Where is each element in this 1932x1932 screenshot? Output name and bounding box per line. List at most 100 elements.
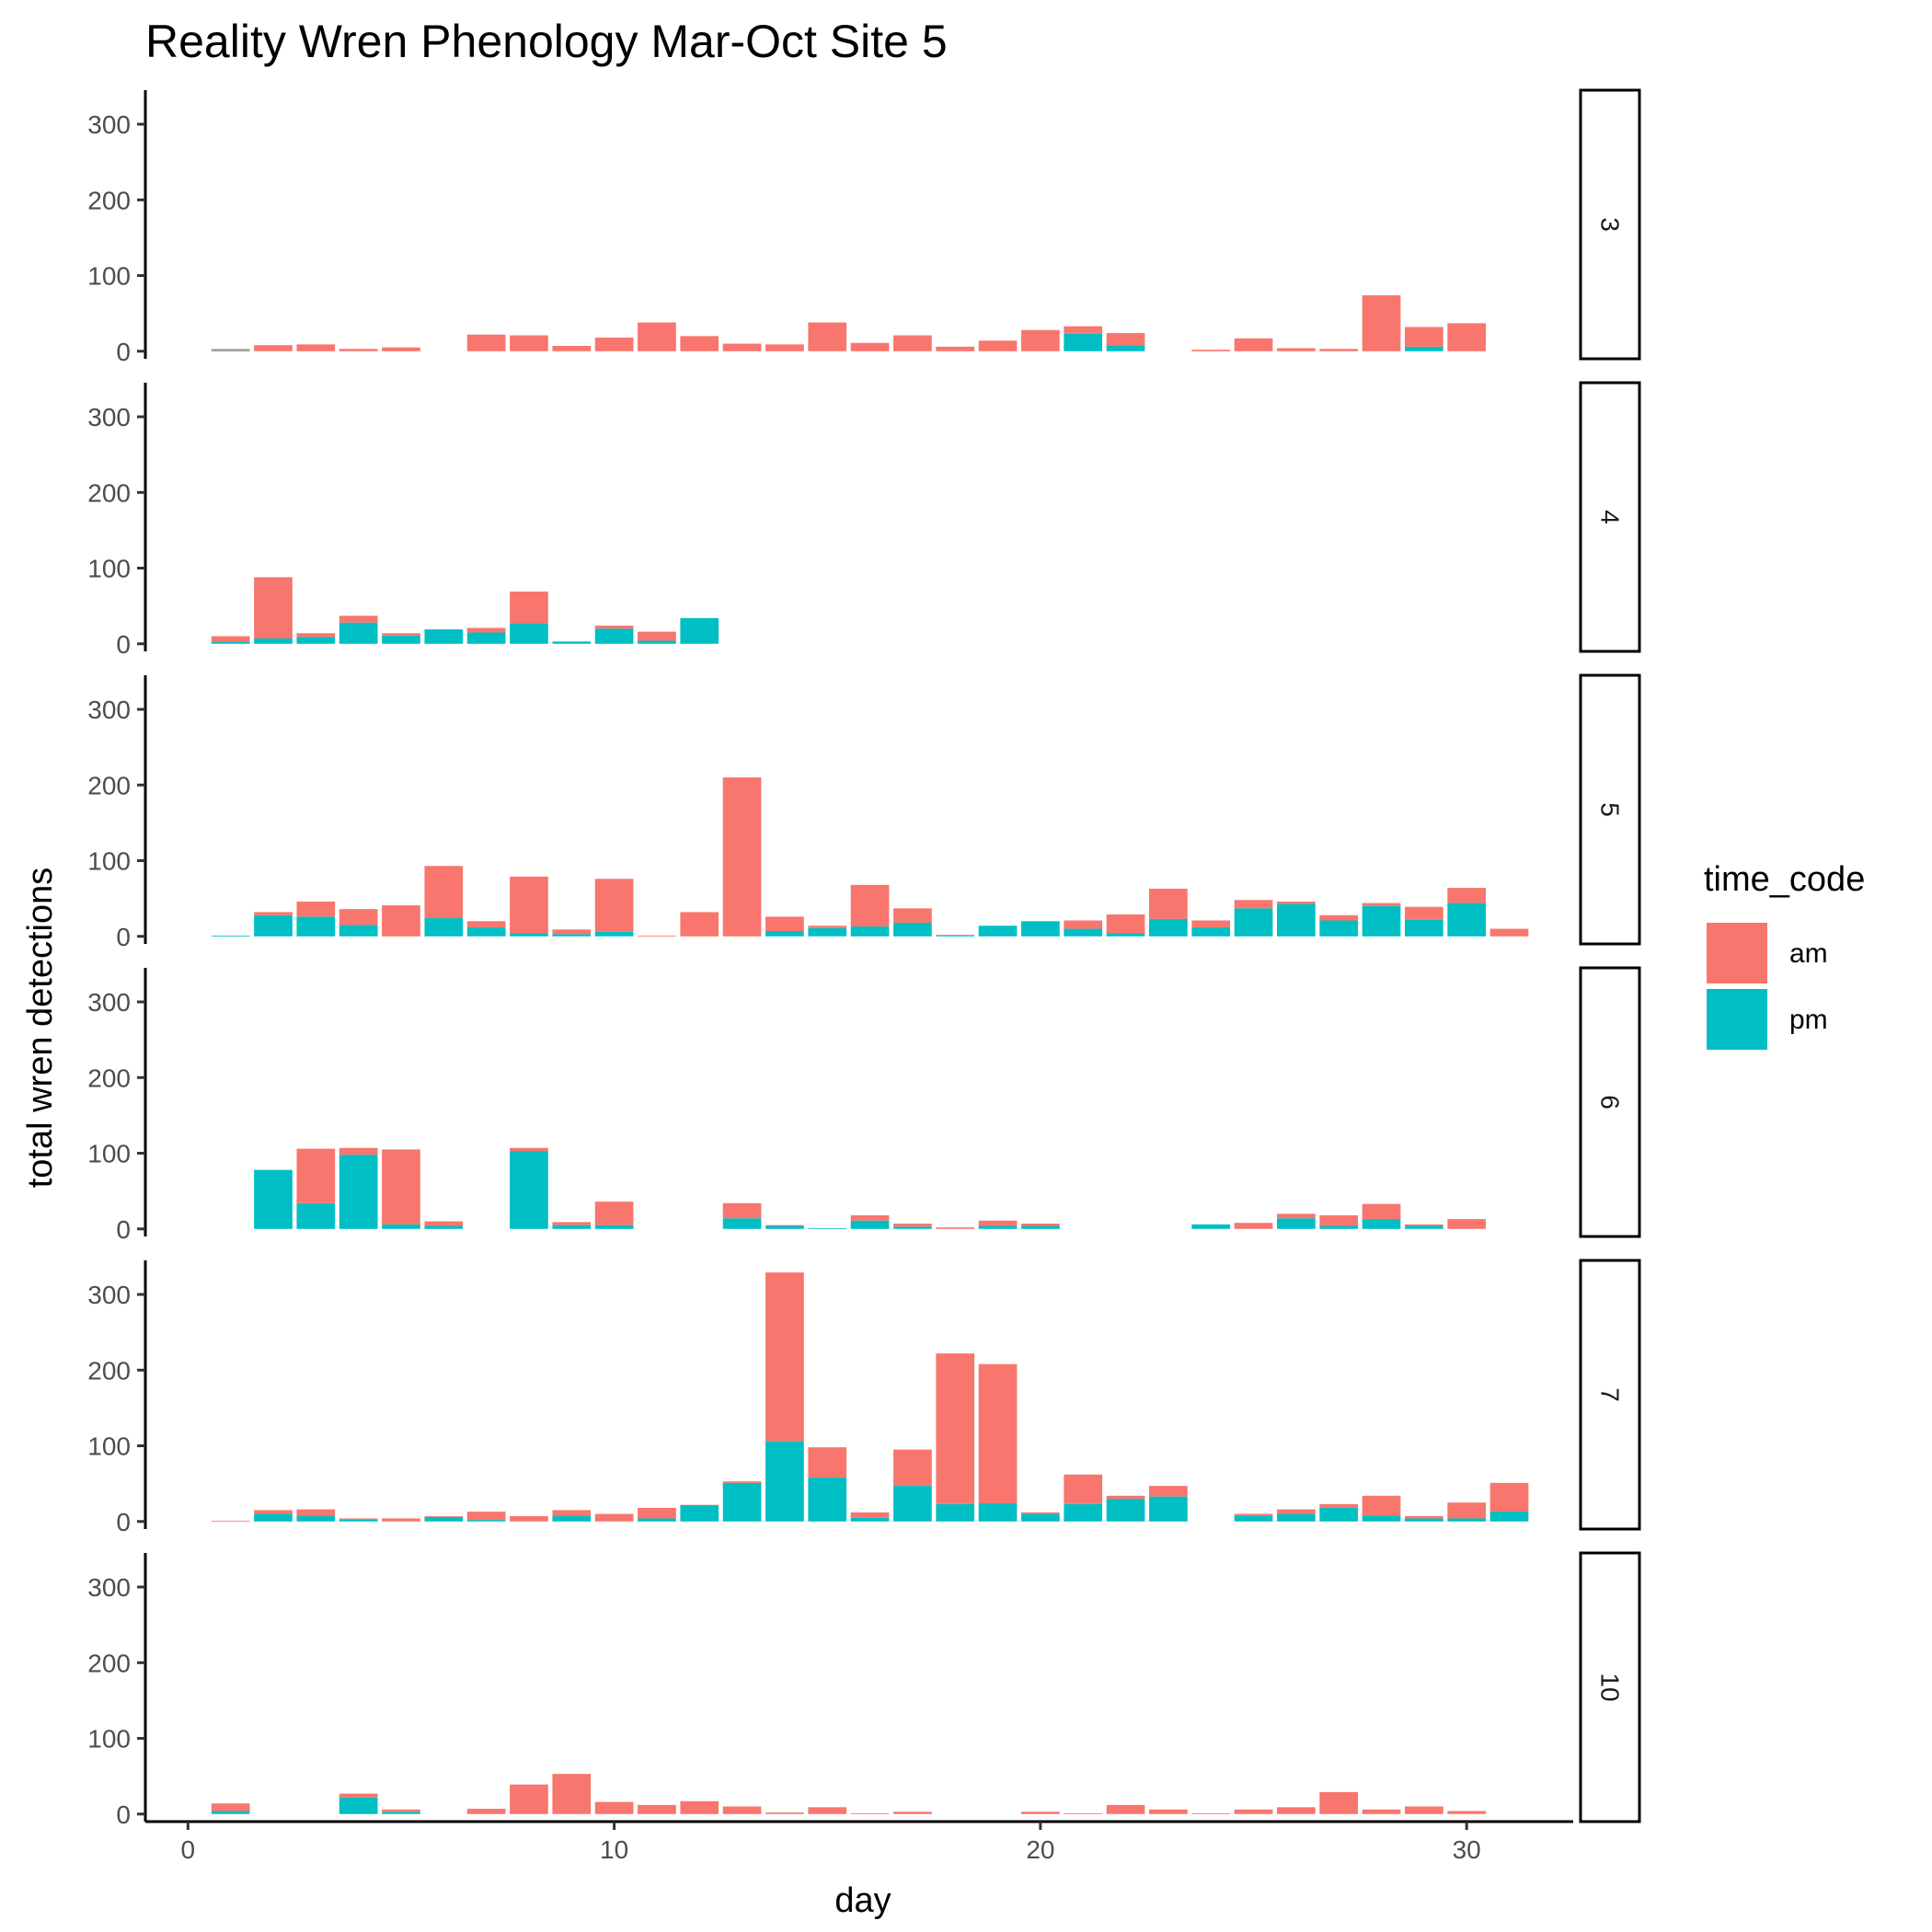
- bar-pm: [893, 1226, 932, 1229]
- bar-am: [638, 631, 676, 641]
- bar-pm: [850, 1220, 890, 1229]
- bar-am: [1319, 1214, 1359, 1226]
- bar-day-3: [296, 633, 336, 644]
- bar-am: [510, 1516, 548, 1522]
- legend-title: time_code: [1704, 860, 1865, 899]
- bar-day-13: [722, 343, 762, 351]
- y-tick-label: 200: [87, 186, 131, 214]
- y-tick-label: 300: [87, 403, 131, 431]
- bar-am: [1489, 928, 1529, 937]
- bar-am: [211, 1520, 250, 1522]
- bar-day-19: [978, 1220, 1018, 1229]
- bar-am: [638, 935, 676, 937]
- bar-day-19: [978, 1363, 1018, 1522]
- bar-pm: [1447, 903, 1487, 937]
- bar-am: [424, 1221, 464, 1226]
- bar-am: [1277, 348, 1316, 351]
- bar-pm: [978, 1503, 1018, 1522]
- bar-am: [1447, 1219, 1487, 1229]
- bar-am: [1064, 920, 1103, 929]
- bar-pm: [424, 629, 464, 644]
- bar-pm: [765, 1225, 804, 1229]
- bar-day-11: [638, 935, 676, 937]
- facet-strip-label: 4: [1596, 510, 1625, 524]
- bar-day-27: [1319, 1791, 1359, 1814]
- bar-day-26: [1277, 1807, 1316, 1814]
- bar-pm: [382, 635, 420, 644]
- bar-day-3: [296, 1509, 336, 1522]
- bar-day-5: [382, 1809, 420, 1814]
- bar-day-10: [594, 1801, 634, 1814]
- bar-am: [594, 1513, 634, 1522]
- facet-strip: [1579, 1259, 1641, 1531]
- bar-am: [594, 626, 634, 629]
- legend-item-am: am: [1707, 923, 1828, 983]
- bar-day-3: [296, 901, 336, 937]
- y-tick-label: 200: [87, 478, 131, 507]
- bar-day-13: [722, 1806, 762, 1814]
- bar-day-25: [1234, 900, 1273, 937]
- legend-item-pm: pm: [1707, 989, 1828, 1050]
- bar-am: [638, 1804, 676, 1814]
- bar-pm: [1319, 1507, 1359, 1522]
- bar-am: [808, 1447, 847, 1478]
- bar-pm: [382, 1224, 420, 1229]
- bar-am: [1149, 1809, 1188, 1814]
- bar-day-18: [936, 1353, 975, 1522]
- bar-day-2: [254, 1169, 293, 1229]
- chart-title: Reality Wren Phenology Mar-Oct Site 5: [145, 16, 948, 67]
- bar-day-7: [466, 1512, 506, 1522]
- bar-day-5: [382, 347, 420, 351]
- bar-am: [1447, 888, 1487, 903]
- y-axis-title: total wren detections: [21, 868, 60, 1189]
- bar-am: [1405, 1806, 1443, 1814]
- bar-day-15: [808, 1227, 847, 1229]
- bar-pm: [1191, 1224, 1231, 1229]
- bar-day-5: [382, 1518, 420, 1522]
- bar-day-25: [1234, 1223, 1273, 1229]
- bar-pm: [296, 1516, 336, 1522]
- bar-am: [1191, 350, 1231, 351]
- bar-am: [1234, 338, 1273, 351]
- bar-am: [1277, 901, 1316, 904]
- bar-pm: [296, 916, 336, 937]
- bar-am: [296, 633, 336, 638]
- bar-pm: [1021, 921, 1060, 937]
- bar-pm: [211, 1811, 250, 1814]
- bar-am: [466, 1512, 506, 1521]
- y-tick-label: 0: [116, 1800, 131, 1829]
- y-tick-label: 0: [116, 338, 131, 366]
- bar-am: [1362, 1809, 1401, 1814]
- bar-day-11: [638, 1507, 676, 1522]
- bar-am: [339, 1147, 378, 1156]
- bar-am: [1405, 1516, 1443, 1519]
- bar-day-2: [254, 345, 293, 351]
- y-tick-label: 100: [87, 555, 131, 583]
- bar-am: [1277, 1509, 1316, 1514]
- bar-am: [765, 1225, 804, 1226]
- bar-pm: [850, 1517, 890, 1522]
- bar-day-10: [594, 1513, 634, 1522]
- y-tick-label: 300: [87, 110, 131, 139]
- bar-day-2: [254, 577, 293, 644]
- bar-day-4: [339, 1147, 378, 1229]
- bar-day-2: [254, 1510, 293, 1522]
- bar-day-7: [466, 921, 506, 937]
- bar-day-29: [1405, 906, 1443, 937]
- bar-day-25: [1234, 1809, 1273, 1814]
- bar-day-15: [808, 926, 847, 937]
- bar-day-27: [1319, 1214, 1359, 1229]
- bar-am: [1021, 1811, 1060, 1814]
- facet-strip-label: 10: [1596, 1673, 1625, 1701]
- bar-day-8: [510, 1516, 548, 1522]
- y-tick-label: 200: [87, 1649, 131, 1677]
- bar-pm: [936, 1503, 975, 1522]
- bar-pm: [1064, 928, 1103, 937]
- bar-am: [1319, 349, 1359, 351]
- bar-am: [765, 344, 804, 351]
- bar-am: [594, 879, 634, 932]
- legend-items: am pm: [1707, 923, 1828, 1050]
- bar-day-1: [211, 1803, 250, 1814]
- bar-day-15: [808, 1447, 847, 1522]
- bar-pm: [1106, 1499, 1145, 1522]
